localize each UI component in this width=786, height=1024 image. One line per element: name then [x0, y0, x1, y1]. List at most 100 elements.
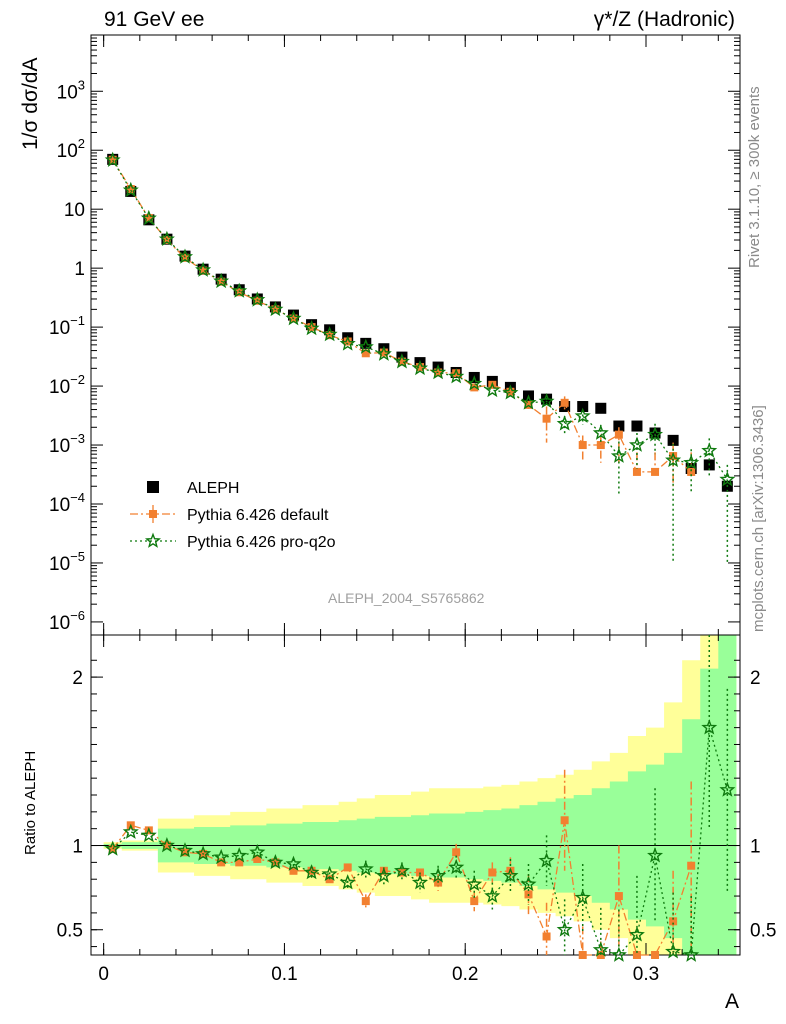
main-marker-proq2o: [158, 230, 175, 246]
main-marker-proq2o: [140, 209, 157, 226]
main-marker-aleph: [360, 337, 372, 349]
main-marker-proq2o: [122, 181, 139, 197]
ratio-marker-default: [162, 841, 171, 850]
ratio-marker-proq2o: [104, 840, 121, 856]
y-tick-label-8: 10−5: [49, 549, 85, 575]
ratio-marker-proq2o: [466, 875, 483, 892]
ratio-marker-default: [470, 897, 479, 906]
ratio-marker-proq2o: [122, 823, 139, 839]
uncertainty-band-inner: [103, 635, 737, 955]
main-marker-default: [416, 363, 425, 372]
ratio-marker-proq2o: [484, 887, 501, 903]
main-marker-aleph: [649, 427, 661, 439]
main-marker-default: [452, 369, 461, 378]
x-axis-label: A: [725, 990, 740, 1013]
main-marker-proq2o: [430, 364, 447, 380]
y-tick-label-5: 10−2: [49, 372, 85, 398]
ratio-marker-proq2o: [158, 837, 175, 853]
main-marker-proq2o: [701, 442, 718, 458]
x-tick-label-3: 0.3: [633, 964, 659, 985]
main-marker-proq2o: [448, 368, 465, 384]
ratio-marker-proq2o: [574, 889, 591, 905]
main-marker-proq2o: [610, 447, 627, 463]
main-marker-aleph: [613, 420, 625, 432]
main-marker-default: [669, 452, 678, 461]
y-tick-label-3: 1: [74, 259, 85, 280]
ratio-marker-proq2o: [231, 847, 248, 863]
main-marker-proq2o: [195, 261, 212, 277]
main-marker-default: [235, 288, 244, 297]
main-marker-default: [651, 467, 660, 476]
main-marker-default: [687, 467, 696, 476]
main-marker-proq2o: [683, 454, 700, 470]
main-marker-default: [578, 441, 587, 450]
ratio-marker-proq2o: [213, 848, 230, 865]
main-marker-proq2o: [647, 426, 664, 442]
main-marker-default: [108, 155, 117, 164]
ratio-marker-proq2o: [683, 946, 700, 962]
ratio-marker-proq2o: [285, 855, 302, 871]
x-tick-label-1: 0.1: [271, 964, 297, 985]
main-marker-proq2o: [285, 310, 302, 326]
main-marker-default: [307, 323, 316, 332]
ratio-marker-proq2o: [430, 867, 447, 883]
ratio-marker-proq2o: [195, 845, 212, 861]
legend-marker-proq2o: [144, 532, 162, 548]
ratio-marker-default: [560, 816, 569, 825]
main-marker-default: [144, 213, 153, 222]
y-tick-label-1: 102: [57, 136, 85, 162]
main-marker-proq2o: [357, 338, 374, 354]
ratio-marker-proq2o: [267, 853, 284, 870]
legend-label-0: ALEPH: [187, 480, 239, 497]
main-marker-default: [181, 253, 190, 262]
ratio-marker-default: [687, 861, 696, 870]
ratio-marker-proq2o: [610, 946, 627, 962]
ratio-marker-default: [108, 844, 117, 853]
main-marker-proq2o: [303, 319, 320, 336]
ratio-marker-proq2o: [303, 864, 320, 880]
main-marker-aleph: [667, 434, 679, 446]
ratio-marker-default: [235, 858, 244, 867]
y-tick-label-0: 103: [57, 77, 85, 103]
ratio-marker-proq2o: [629, 926, 645, 942]
main-marker-proq2o: [665, 451, 682, 468]
ratio-y-tick-label-left-1: 1: [72, 837, 83, 858]
legend-marker-aleph: [147, 481, 159, 493]
ratio-marker-default: [669, 917, 678, 926]
ratio-marker-proq2o: [502, 867, 519, 883]
main-marker-proq2o: [394, 353, 410, 369]
main-marker-proq2o: [628, 436, 645, 452]
main-marker-proq2o: [267, 300, 284, 317]
main-marker-proq2o: [249, 291, 266, 307]
ratio-marker-proq2o: [375, 867, 392, 883]
ratio-y-tick-label-left-2: 2: [72, 668, 83, 689]
main-marker-proq2o: [719, 471, 736, 487]
uncertainty-bands: [103, 635, 737, 955]
main-marker-proq2o: [321, 326, 338, 342]
ratio-marker-proq2o: [701, 719, 718, 735]
ratio-marker-proq2o: [520, 875, 537, 892]
ratio-marker-default: [632, 951, 641, 959]
ratio-marker-default: [361, 897, 370, 906]
ratio-y-tick-label-left-0: 0.5: [57, 921, 83, 942]
main-marker-proq2o: [104, 151, 121, 167]
ratio-marker-default: [343, 863, 352, 872]
ratio-marker-proq2o: [647, 847, 664, 863]
main-marker-aleph: [595, 402, 607, 414]
ratio-marker-proq2o: [665, 943, 682, 959]
y-tick-label-4: 10−1: [49, 313, 85, 339]
ratio-marker-default: [542, 932, 551, 941]
ratio-marker-proq2o: [394, 862, 410, 878]
legend-label-2: Pythia 6.426 pro-q2o: [187, 534, 336, 551]
main-marker-proq2o: [538, 392, 555, 409]
ratio-marker-proq2o: [719, 781, 736, 797]
main-marker-proq2o: [466, 375, 483, 391]
main-marker-default: [126, 184, 135, 193]
main-marker-default: [632, 467, 641, 476]
ratio-marker-default: [596, 951, 605, 959]
main-marker-aleph: [577, 401, 589, 413]
main-series-line: [112, 159, 728, 480]
rivet-label: Rivet 3.1.10, ≥ 300k events: [746, 86, 763, 268]
x-tick-label-2: 0.2: [452, 964, 478, 985]
